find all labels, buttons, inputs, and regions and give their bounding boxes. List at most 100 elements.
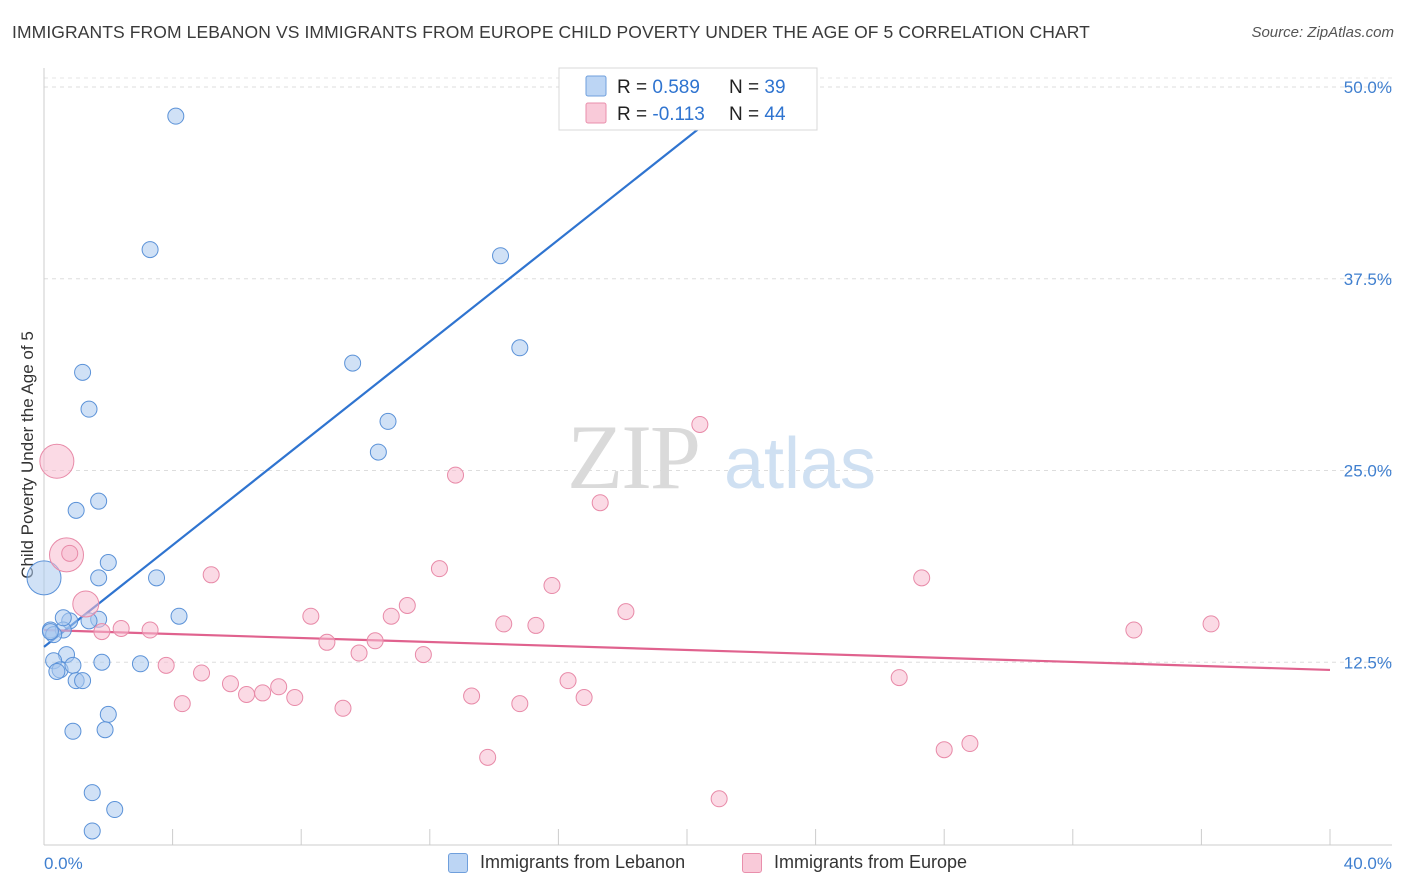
point-europe xyxy=(112,620,130,638)
point-lebanon xyxy=(131,655,149,673)
point-lebanon xyxy=(99,705,117,723)
point-lebanon xyxy=(48,662,66,680)
watermark: ZIP atlas xyxy=(567,406,876,508)
point-europe xyxy=(575,689,593,707)
point-europe xyxy=(430,560,448,578)
point-lebanon xyxy=(90,492,108,510)
point-europe xyxy=(382,607,400,625)
point-europe xyxy=(202,566,220,584)
point-europe xyxy=(961,735,979,753)
point-europe xyxy=(691,415,709,433)
legend-n-label: N = xyxy=(729,77,764,98)
chart-title: IMMIGRANTS FROM LEBANON VS IMMIGRANTS FR… xyxy=(12,22,1090,42)
point-europe xyxy=(913,569,931,587)
point-lebanon xyxy=(67,501,85,519)
point-lebanon xyxy=(41,623,59,641)
point-europe xyxy=(511,695,529,713)
point-lebanon xyxy=(170,607,188,625)
point-europe xyxy=(157,656,175,674)
point-lebanon xyxy=(344,354,362,372)
bottom-legend: Immigrants from Lebanon Immigrants from … xyxy=(0,852,1406,878)
point-europe xyxy=(398,596,416,614)
point-europe xyxy=(141,621,159,639)
point-lebanon xyxy=(93,653,111,671)
point-europe xyxy=(1202,615,1220,633)
x-tick-label: 0.0% xyxy=(44,854,83,873)
legend-r-label: R = xyxy=(617,104,652,125)
point-lebanon xyxy=(148,569,166,587)
point-lebanon xyxy=(167,107,185,125)
legend-r-value: -0.113 xyxy=(652,104,704,125)
legend-swatch-lebanon xyxy=(448,852,468,873)
point-lebanon xyxy=(379,412,397,430)
source-label: Source: ZipAtlas.com xyxy=(1251,24,1394,41)
point-europe xyxy=(286,689,304,707)
axes xyxy=(43,68,1392,846)
point-europe xyxy=(39,443,75,479)
point-lebanon xyxy=(106,801,124,819)
point-europe xyxy=(1125,621,1143,639)
grid-lines xyxy=(44,77,1392,663)
point-europe xyxy=(254,684,272,702)
point-lebanon xyxy=(54,609,72,627)
point-europe xyxy=(543,577,561,595)
svg-text:N = 44: N = 44 xyxy=(729,104,786,125)
point-lebanon xyxy=(64,656,82,674)
svg-text:R = 0.589: R = 0.589 xyxy=(617,77,700,98)
legend-label-europe: Immigrants from Europe xyxy=(774,852,968,872)
legend-n-label: N = xyxy=(729,104,764,125)
legend-swatch-europe xyxy=(742,852,762,873)
point-europe xyxy=(414,646,432,664)
y-tick-label: 37.5% xyxy=(1344,270,1392,289)
legend-r-label: R = xyxy=(617,77,652,98)
point-europe xyxy=(479,748,497,766)
legend-n-value: 44 xyxy=(764,104,786,125)
legend-r-value: 0.589 xyxy=(652,77,700,98)
point-europe xyxy=(447,466,465,484)
point-europe xyxy=(527,616,545,634)
point-europe xyxy=(173,695,191,713)
point-europe xyxy=(366,632,384,650)
svg-text:N = 39: N = 39 xyxy=(729,77,786,98)
point-lebanon xyxy=(74,672,92,690)
point-europe xyxy=(61,544,79,562)
y-tick-label: 12.5% xyxy=(1344,653,1392,672)
point-lebanon xyxy=(26,560,62,596)
point-europe xyxy=(710,790,728,808)
point-europe xyxy=(350,644,368,662)
legend-swatch-lebanon xyxy=(585,75,607,97)
point-lebanon xyxy=(141,241,159,259)
point-lebanon xyxy=(74,363,92,381)
watermark-zip: ZIP xyxy=(567,406,699,508)
legend-box: R = 0.589 N = 39 R = -0.113 N = 44 xyxy=(558,67,818,131)
point-europe xyxy=(93,623,111,641)
legend-item-europe[interactable]: Immigrants from Europe xyxy=(742,852,967,873)
point-europe xyxy=(318,633,336,651)
point-europe xyxy=(617,603,635,621)
x-tick-label: 40.0% xyxy=(1344,854,1392,873)
y-tick-label: 25.0% xyxy=(1344,462,1392,481)
point-europe xyxy=(495,615,513,633)
point-lebanon xyxy=(83,822,101,840)
svg-text:R = -0.113: R = -0.113 xyxy=(617,104,705,125)
point-europe xyxy=(270,678,288,696)
legend-swatch-europe xyxy=(585,102,607,124)
point-lebanon xyxy=(511,339,529,357)
data-points xyxy=(26,107,1220,840)
watermark-atlas: atlas xyxy=(724,424,876,504)
point-europe xyxy=(559,672,577,690)
point-lebanon xyxy=(80,400,98,418)
point-lebanon xyxy=(83,784,101,802)
point-lebanon xyxy=(96,721,114,739)
point-lebanon xyxy=(492,247,510,265)
tick-labels: 12.5% 25.0% 37.5% 50.0% 0.0% 40.0% xyxy=(44,78,1392,873)
y-tick-label: 50.0% xyxy=(1344,78,1392,97)
point-europe xyxy=(72,590,100,618)
trend-lines xyxy=(43,116,1331,672)
legend-n-value: 39 xyxy=(764,77,785,98)
point-lebanon xyxy=(369,443,387,461)
legend-item-lebanon[interactable]: Immigrants from Lebanon xyxy=(448,852,685,873)
point-lebanon xyxy=(90,569,108,587)
point-europe xyxy=(463,687,481,705)
